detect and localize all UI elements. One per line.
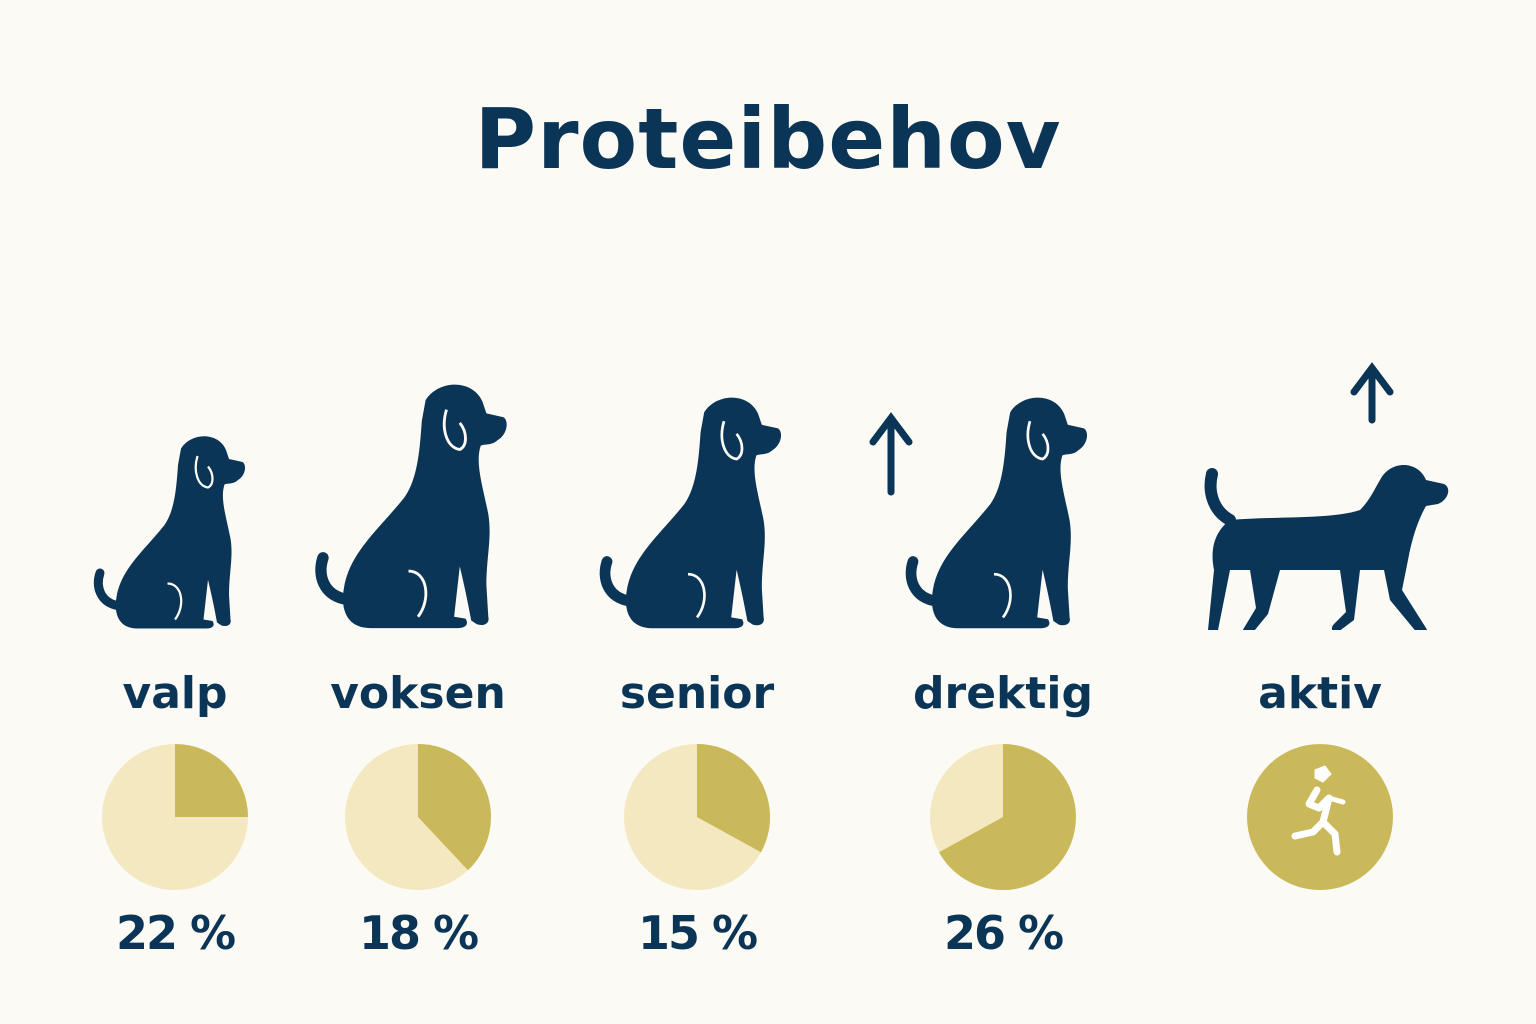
activity-badge <box>1247 744 1393 890</box>
protein-pie-chart <box>345 744 492 890</box>
group-label: aktiv <box>1258 668 1382 719</box>
group-drektig: drektig 26 % <box>853 340 1153 980</box>
walking-dog-icon <box>1204 362 1449 630</box>
protein-pie-chart <box>102 744 248 890</box>
pie-slice-filled <box>1247 744 1393 890</box>
protein-percent: 22 % <box>115 906 236 960</box>
running-person-icon <box>1291 765 1346 856</box>
protein-pie-chart <box>624 744 771 890</box>
sitting-adult-dog-icon <box>315 384 507 629</box>
protein-percent: 26 % <box>943 906 1064 960</box>
group-valp: valp 22 % <box>25 340 325 980</box>
group-label: senior <box>619 668 775 719</box>
pie-slice-filled <box>939 744 1076 890</box>
group-label: drektig <box>913 668 1093 719</box>
arrow-up-icon <box>869 412 913 496</box>
pie-slice-filled <box>418 744 492 871</box>
group-aktiv: aktiv <box>1170 340 1470 980</box>
sitting-puppy-icon <box>93 436 246 629</box>
protein-percent: 18 % <box>358 906 479 960</box>
group-label: voksen <box>330 668 506 719</box>
protein-percent: 15 % <box>637 906 758 960</box>
pie-slice-filled <box>697 744 771 853</box>
group-senior: senior 15 % <box>547 340 847 980</box>
arrow-up-icon <box>1350 362 1394 424</box>
group-voksen: voksen 18 % <box>268 340 568 980</box>
sitting-senior-dog-icon <box>599 397 782 629</box>
group-label: valp <box>122 668 228 719</box>
protein-pie-chart <box>930 744 1076 890</box>
sitting-pregnant-dog-icon <box>869 397 1088 629</box>
page-title: Proteibehov <box>474 90 1062 188</box>
pie-slice-filled <box>175 744 248 817</box>
